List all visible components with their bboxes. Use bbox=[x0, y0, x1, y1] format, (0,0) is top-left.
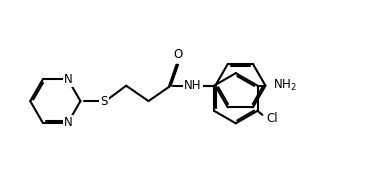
Text: NH$_2$: NH$_2$ bbox=[273, 78, 297, 93]
Text: N: N bbox=[64, 116, 72, 129]
Text: Cl: Cl bbox=[266, 112, 278, 125]
Text: N: N bbox=[64, 73, 72, 86]
Text: NH: NH bbox=[184, 79, 202, 92]
Text: O: O bbox=[173, 48, 183, 61]
Text: S: S bbox=[100, 95, 108, 108]
